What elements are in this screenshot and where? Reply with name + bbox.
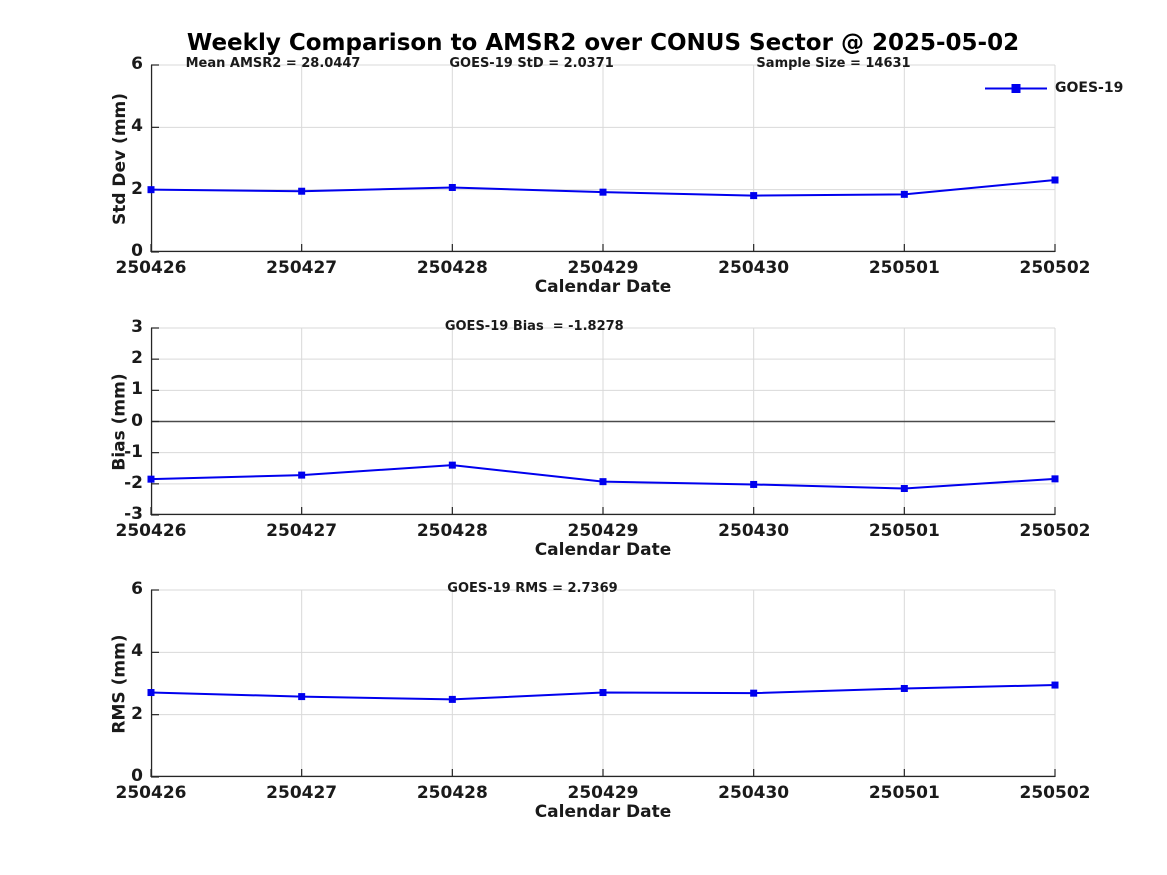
y-axis-label-rms: RMS (mm): [110, 633, 131, 734]
rms-plot-area: [147, 589, 1059, 778]
x-tick-label: 250427: [266, 783, 338, 803]
x-tick-label: 250501: [868, 783, 940, 803]
y-tick-label: 0: [131, 766, 143, 786]
x-tick-label: 250428: [416, 783, 488, 803]
legend-line-icon: [985, 83, 1047, 93]
x-tick-label: 250429: [567, 521, 639, 541]
x-tick-label: 250426: [115, 521, 187, 541]
y-axis-label-box: RMS (mm): [102, 590, 138, 777]
y-tick-label: 2: [131, 703, 143, 724]
y-tick-label: 0: [131, 410, 143, 431]
y-tick-label: 2: [131, 178, 143, 199]
x-tick-label: 250502: [1019, 521, 1091, 541]
annotation: GOES-19 StD = 2.0371: [449, 56, 614, 71]
y-tick-label: -2: [124, 472, 143, 493]
x-tick-label: 250502: [1019, 258, 1091, 278]
y-axis-label-box: Std Dev (mm): [102, 65, 138, 252]
y-tick-label: 6: [131, 579, 143, 599]
y-tick-label: -1: [124, 441, 143, 462]
x-tick-label: 250426: [115, 258, 187, 278]
x-tick-label: 250429: [567, 258, 639, 278]
x-tick-label: 250430: [718, 521, 790, 541]
annotation: Mean AMSR2 = 28.0447: [185, 56, 361, 71]
x-tick-label: 250427: [266, 258, 338, 278]
y-axis-label-std-dev: Std Dev (mm): [110, 92, 131, 225]
y-tick-label: -3: [124, 504, 143, 524]
x-tick-label: 250430: [718, 258, 790, 278]
x-tick-label: 250428: [416, 258, 488, 278]
y-tick-label: 6: [131, 54, 143, 74]
annotation: Sample Size = 14631: [756, 56, 911, 71]
x-axis-label-std-dev: Calendar Date: [534, 277, 672, 297]
x-axis-label-bias: Calendar Date: [534, 540, 672, 560]
y-tick-label: 2: [131, 348, 143, 369]
legend-label: GOES-19: [1055, 80, 1124, 96]
x-tick-label: 250426: [115, 783, 187, 803]
legend: GOES-19: [985, 80, 1123, 96]
std-dev-plot-area: [147, 64, 1059, 253]
y-tick-label: 4: [131, 641, 143, 662]
y-tick-label: 3: [131, 317, 143, 337]
x-axis-label-rms: Calendar Date: [534, 802, 672, 822]
y-axis-label-box: Bias (mm): [102, 328, 138, 515]
y-tick-label: 0: [131, 241, 143, 261]
bias-plot-area: [147, 327, 1059, 516]
y-axis-label-bias: Bias (mm): [110, 372, 131, 471]
y-tick-label: 4: [131, 116, 143, 137]
x-tick-label: 250501: [868, 521, 940, 541]
annotation: GOES-19 Bias = -1.8278: [444, 319, 624, 334]
x-tick-label: 250428: [416, 521, 488, 541]
annotation: GOES-19 RMS = 2.7369: [447, 581, 618, 596]
figure-title: Weekly Comparison to AMSR2 over CONUS Se…: [186, 30, 1020, 56]
x-tick-label: 250430: [718, 783, 790, 803]
x-tick-label: 250427: [266, 521, 338, 541]
x-tick-label: 250502: [1019, 783, 1091, 803]
x-tick-label: 250501: [868, 258, 940, 278]
y-tick-label: 1: [131, 379, 143, 400]
x-tick-label: 250429: [567, 783, 639, 803]
